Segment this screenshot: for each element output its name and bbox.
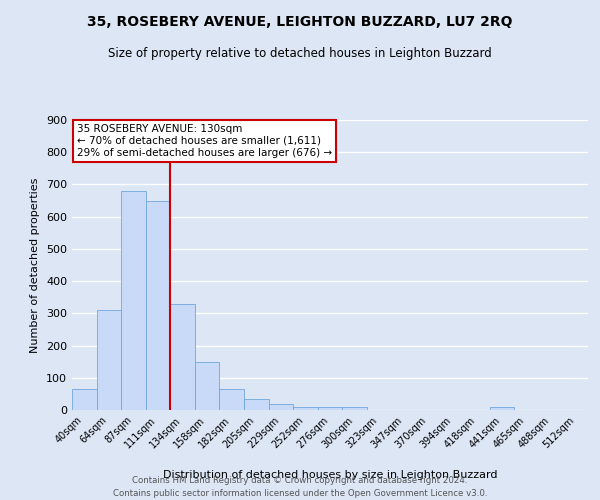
Bar bbox=[220, 389, 244, 410]
Text: 35 ROSEBERY AVENUE: 130sqm
← 70% of detached houses are smaller (1,611)
29% of s: 35 ROSEBERY AVENUE: 130sqm ← 70% of deta… bbox=[77, 124, 332, 158]
Text: Size of property relative to detached houses in Leighton Buzzard: Size of property relative to detached ho… bbox=[108, 48, 492, 60]
Bar bbox=[490, 408, 514, 410]
Bar bbox=[269, 404, 293, 410]
Text: Distribution of detached houses by size in Leighton Buzzard: Distribution of detached houses by size … bbox=[163, 470, 497, 480]
Bar bbox=[342, 408, 367, 410]
Bar bbox=[146, 200, 170, 410]
Bar bbox=[72, 389, 97, 410]
Bar bbox=[293, 407, 318, 410]
Y-axis label: Number of detached properties: Number of detached properties bbox=[31, 178, 40, 352]
Bar bbox=[244, 398, 269, 410]
Text: 35, ROSEBERY AVENUE, LEIGHTON BUZZARD, LU7 2RQ: 35, ROSEBERY AVENUE, LEIGHTON BUZZARD, L… bbox=[87, 15, 513, 29]
Bar bbox=[170, 304, 195, 410]
Text: Contains HM Land Registry data © Crown copyright and database right 2024.
Contai: Contains HM Land Registry data © Crown c… bbox=[113, 476, 487, 498]
Bar bbox=[121, 191, 146, 410]
Bar bbox=[97, 310, 121, 410]
Bar bbox=[195, 362, 220, 410]
Bar bbox=[318, 407, 342, 410]
